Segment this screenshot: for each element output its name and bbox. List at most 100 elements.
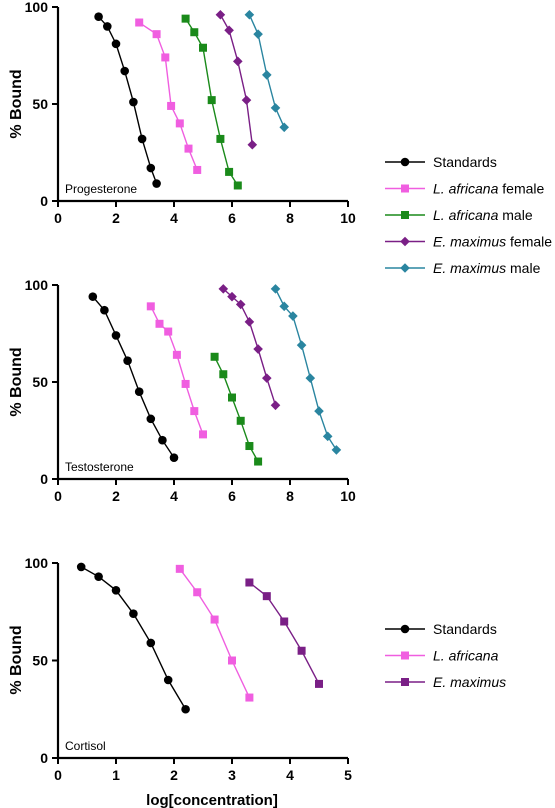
testosterone-y-axis-label: % Bound (8, 347, 25, 416)
data-point (279, 122, 289, 133)
data-point (190, 28, 199, 37)
legend-marker (401, 651, 409, 660)
legend-marker (400, 236, 410, 247)
series-standards (76, 562, 190, 714)
data-point (163, 675, 173, 685)
legend-label: E. maximus (433, 674, 506, 690)
y-tick-label: 0 (40, 193, 48, 209)
x-tick-label: 2 (112, 488, 120, 504)
series-line (179, 568, 251, 698)
data-point (181, 379, 190, 388)
x-tick-label: 5 (344, 767, 352, 783)
x-tick-label: 1 (112, 767, 120, 783)
data-point (270, 400, 281, 411)
data-point (199, 43, 207, 52)
data-point (146, 414, 156, 424)
data-point (111, 39, 121, 49)
legend-entry-l-africana-female: L. africana female (385, 181, 544, 197)
data-point (137, 134, 147, 144)
data-point (181, 14, 190, 23)
legend-marker (400, 157, 410, 167)
x-tick-label: 0 (54, 210, 62, 226)
data-point (181, 704, 190, 714)
legend-entry-standards: Standards (385, 621, 497, 637)
legend-marker (401, 678, 409, 686)
series-e-maximus-male (244, 9, 289, 133)
cortisol-panel: 0 50 100 0 1 2 3 4 5 % Bound Cortisol (8, 555, 352, 783)
data-point (314, 406, 324, 416)
y-tick-label: 0 (40, 471, 48, 487)
data-point (210, 615, 219, 624)
testosterone-panel: 0 50 100 0 2 4 6 8 10 % Bound Testosterone (8, 277, 356, 504)
data-point (146, 163, 156, 173)
x-tick-label: 10 (340, 488, 356, 504)
x-tick-label: 6 (228, 488, 236, 504)
data-point (120, 66, 129, 76)
x-tick-label: 8 (286, 488, 294, 504)
data-point (331, 445, 342, 455)
legend-label: E. maximus female (433, 234, 552, 250)
y-tick-label: 50 (32, 374, 48, 390)
data-point (169, 453, 179, 462)
data-point (88, 292, 98, 301)
data-point (111, 586, 121, 595)
x-tick-label: 4 (170, 488, 178, 504)
data-point (76, 562, 86, 572)
data-point (244, 317, 255, 327)
data-point (100, 305, 109, 315)
data-point (134, 387, 144, 397)
x-tick-label: 4 (170, 210, 178, 226)
series-line (98, 16, 158, 184)
x-tick-label: 0 (54, 488, 62, 504)
data-point (216, 134, 225, 143)
series-l-africana-female (146, 302, 207, 439)
series-line (219, 14, 253, 145)
data-point (167, 101, 176, 110)
data-point (280, 617, 289, 626)
data-point (305, 373, 316, 383)
data-point (224, 25, 234, 36)
data-point (175, 564, 184, 573)
legend-entry-e-maximus-male: E. maximus male (385, 260, 541, 276)
y-tick-label: 50 (32, 653, 48, 669)
data-point (262, 373, 272, 383)
data-point (111, 331, 121, 340)
data-point (190, 407, 199, 416)
legend-marker (401, 211, 409, 219)
data-point (296, 340, 307, 350)
data-point (288, 311, 298, 321)
data-point (184, 144, 193, 153)
y-tick-label: 0 (40, 750, 48, 766)
series-line (274, 288, 337, 451)
data-point (129, 97, 138, 107)
data-point (218, 284, 229, 294)
data-point (233, 56, 243, 67)
x-axis-label: log[concentration] (146, 792, 278, 808)
legend-entry-e-maximus: E. maximus (385, 674, 506, 690)
data-point (152, 30, 161, 39)
data-point (152, 179, 161, 188)
x-tick-label: 8 (286, 210, 294, 226)
legend-entry-l-africana-male: L. africana male (385, 207, 533, 223)
data-point (146, 638, 156, 648)
data-point (175, 119, 184, 128)
data-point (262, 70, 272, 80)
x-tick-label: 10 (340, 210, 356, 226)
data-point (228, 393, 236, 402)
data-point (253, 29, 263, 39)
progesterone-panel: 0 50 100 0 2 4 6 8 10 % Bound Progesterone (8, 0, 356, 226)
cortisol-legend: Standards L. africana E. maximus (385, 621, 506, 690)
data-point (228, 656, 236, 665)
series-l-africana-male (181, 14, 242, 190)
series-line (222, 288, 277, 406)
data-point (227, 291, 237, 302)
data-point (129, 609, 138, 618)
data-point (245, 693, 254, 702)
data-point (123, 356, 132, 365)
data-point (245, 442, 254, 451)
series-standards (88, 292, 179, 462)
x-tick-label: 4 (286, 767, 294, 783)
legend-label: Standards (433, 154, 497, 170)
data-point (262, 592, 271, 601)
